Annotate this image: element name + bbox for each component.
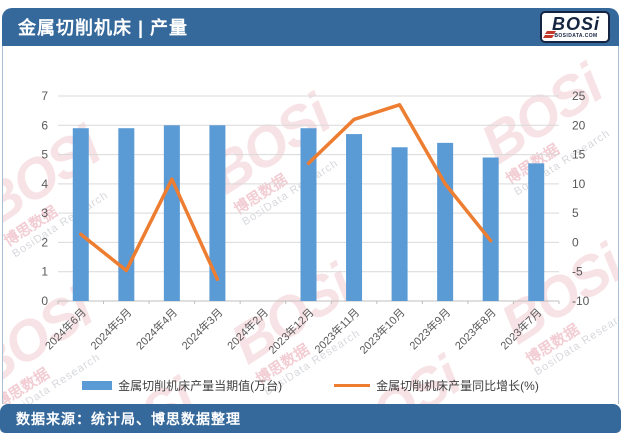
page-title: 金属切削机床 | 产量 [18, 18, 189, 38]
right-axis-tick-label: 20 [572, 118, 586, 132]
left-axis-tick-label: 2 [41, 235, 48, 249]
right-axis-tick-label: 5 [572, 206, 579, 220]
chart-panel: BOSi 博思数据 BosiData Research BOSi 博思数据 BosiDat… [2, 46, 619, 404]
trend-line [79, 177, 220, 282]
x-axis-category-label: 2023年12月 [265, 305, 316, 356]
left-axis-tick-label: 4 [41, 177, 48, 191]
bar-0 [72, 128, 89, 301]
bosi-logo: BOSi BOSIDATA.COM [539, 11, 610, 43]
footer-bar: 数据来源：统计局、博思数据整理 [0, 404, 621, 433]
left-axis-tick-label: 0 [41, 294, 48, 308]
bar-2 [163, 125, 180, 302]
line-series-swatch-icon [334, 384, 371, 387]
bar-8 [437, 142, 454, 301]
logo-subtext: BOSIDATA.COM [554, 33, 598, 39]
right-axis-tick-label: -5 [572, 265, 583, 279]
left-axis-tick-label: 6 [41, 118, 48, 132]
left-axis-tick-label: 7 [41, 89, 48, 103]
x-axis-category-label: 2023年9月 [406, 305, 453, 352]
left-axis-tick-label: 1 [41, 265, 48, 279]
left-axis-tick-label: 5 [41, 148, 48, 162]
bar-9 [482, 157, 499, 301]
header-bar: 金属切削机床 | 产量 BOSi BOSIDATA.COM [2, 8, 619, 46]
chart-legend: 金属切削机床产量当期值(万台) 金属切削机床产量同比增长(%) [3, 377, 618, 394]
report-card: 金属切削机床 | 产量 BOSi BOSIDATA.COM BOSi 博思数据 Bo… [0, 8, 621, 433]
x-axis-category-label: 2024年6月 [42, 305, 89, 352]
logo-text: BOSi [551, 14, 600, 34]
legend-item-line-series: 金属切削机床产量同比增长(%) [334, 377, 539, 394]
trend-line [306, 103, 493, 243]
x-axis-category-label: 2024年3月 [178, 305, 225, 352]
legend-item-bar-series: 金属切削机床产量当期值(万台) [82, 377, 282, 394]
right-axis-tick-label: 25 [572, 89, 586, 103]
x-axis-category-label: 2023年10月 [356, 305, 407, 356]
bar-6 [346, 134, 363, 301]
bar-7 [391, 147, 408, 301]
right-axis-tick-label: 15 [572, 148, 586, 162]
right-axis-tick-label: 10 [572, 177, 586, 191]
bar-10 [528, 163, 545, 301]
x-axis-category-label: 2024年4月 [133, 305, 180, 352]
bar-series-swatch-icon [82, 381, 113, 390]
left-axis-tick-label: 3 [41, 206, 48, 220]
x-axis-category-label: 2023年8月 [452, 305, 499, 352]
bar-1 [118, 128, 135, 301]
right-axis-tick-label: 0 [572, 235, 579, 249]
x-axis-category-label: 2023年11月 [311, 305, 362, 356]
legend-bar-label: 金属切削机床产量当期值(万台) [118, 379, 283, 393]
x-axis-category-label: 2024年5月 [87, 305, 134, 352]
legend-line-label: 金属切削机床产量同比增长(%) [376, 379, 539, 393]
data-source-note: 数据来源：统计局、博思数据整理 [16, 410, 241, 427]
bar-5 [300, 128, 317, 301]
x-axis-category-label: 2024年2月 [224, 305, 271, 352]
x-axis-category-label: 2023年7月 [497, 305, 544, 352]
bar-3 [209, 125, 226, 302]
right-axis-tick-label: -10 [572, 294, 590, 308]
